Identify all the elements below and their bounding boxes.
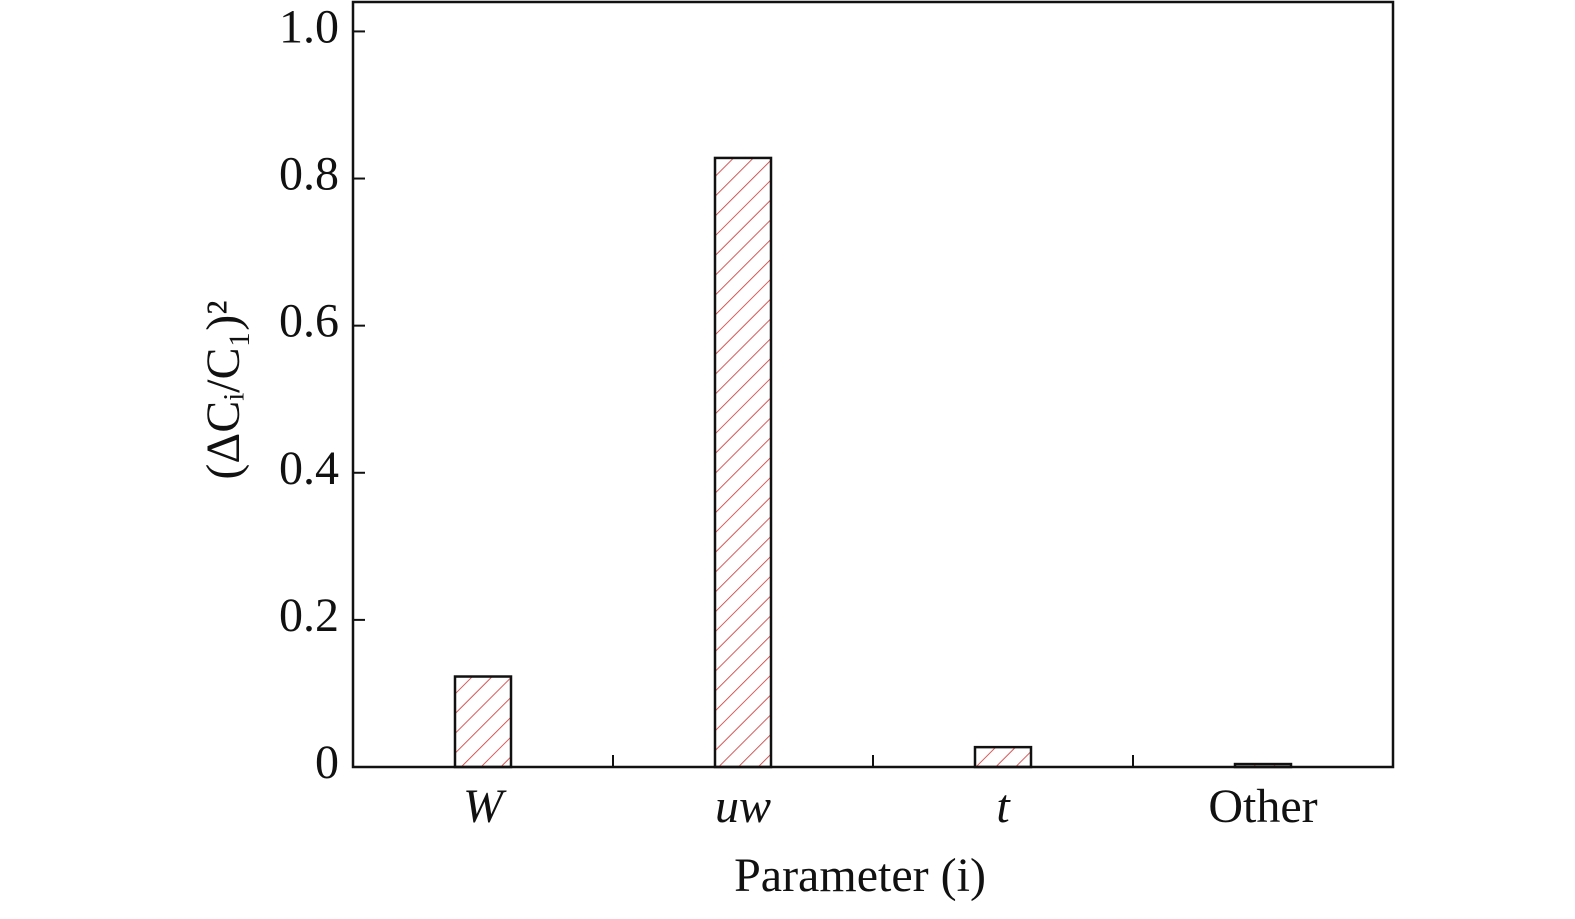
x-tick-label: t	[996, 780, 1011, 833]
y-tick-label: 0.4	[279, 442, 339, 495]
y-tick-label: 0.8	[279, 148, 339, 201]
bar	[973, 745, 1033, 769]
y-tick-label: 0.2	[279, 589, 339, 642]
plot-frame	[351, 0, 1395, 769]
x-tick-label: W	[463, 780, 507, 833]
x-tick-label: uw	[715, 780, 771, 833]
y-axis-label: (ΔCᵢ/C₁)²	[197, 300, 250, 479]
bar	[713, 156, 773, 769]
y-tick-label: 0	[315, 736, 339, 789]
y-tick-label: 0.6	[279, 295, 339, 348]
x-tick-label: Other	[1208, 780, 1317, 833]
y-tick-label: 1.0	[279, 0, 339, 53]
bar	[1233, 762, 1293, 769]
x-axis-label: Parameter (i)	[734, 849, 986, 902]
bar	[453, 675, 513, 769]
